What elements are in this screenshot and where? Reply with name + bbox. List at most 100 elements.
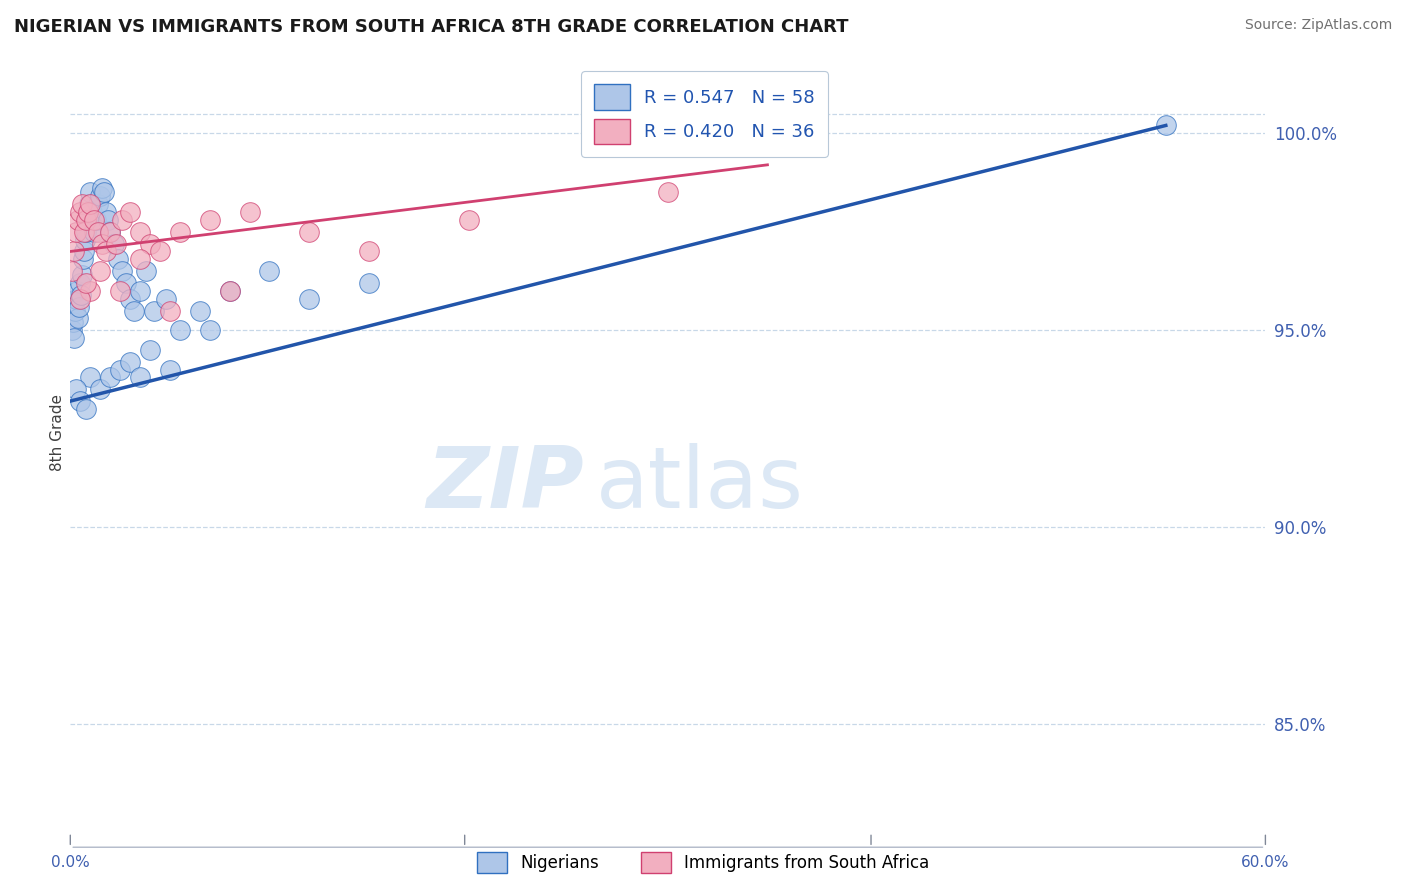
Point: [98, 370, 121, 384]
Point: [91, 181, 114, 195]
Point: [93, 186, 115, 200]
Point: [67, 213, 90, 227]
Point: [79, 186, 101, 200]
Point: [69, 205, 91, 219]
Point: [129, 225, 152, 239]
Point: [155, 292, 177, 306]
Point: [115, 276, 138, 290]
Point: [169, 225, 191, 239]
Point: [69, 394, 91, 409]
Point: [83, 225, 105, 239]
Point: [120, 292, 141, 306]
Point: [96, 205, 118, 219]
Point: [359, 244, 381, 259]
Point: [65, 225, 87, 239]
Point: [105, 236, 128, 251]
Text: 60.0%: 60.0%: [1241, 855, 1289, 870]
Point: [89, 382, 111, 396]
Text: Source: ZipAtlas.com: Source: ZipAtlas.com: [1244, 18, 1392, 32]
Point: [129, 370, 152, 384]
Y-axis label: 8th Grade: 8th Grade: [49, 394, 65, 471]
Point: [62, 315, 84, 329]
Point: [120, 205, 141, 219]
Point: [188, 303, 211, 318]
Point: [159, 303, 181, 318]
Point: [73, 225, 96, 239]
Point: [108, 362, 131, 376]
Point: [60, 264, 83, 278]
Point: [239, 205, 262, 219]
Point: [79, 370, 101, 384]
Point: [298, 292, 321, 306]
Point: [75, 225, 97, 239]
Point: [69, 276, 91, 290]
Point: [65, 382, 87, 396]
Point: [108, 284, 131, 298]
Point: [75, 276, 97, 290]
Point: [122, 303, 145, 318]
Point: [63, 244, 86, 259]
Point: [120, 355, 141, 369]
Point: [129, 284, 152, 298]
Point: [98, 225, 121, 239]
Text: ZIP: ZIP: [426, 443, 585, 526]
Point: [75, 402, 97, 417]
Point: [75, 213, 97, 227]
Point: [657, 186, 679, 200]
Point: [73, 244, 96, 259]
Point: [84, 213, 107, 227]
Point: [103, 236, 125, 251]
Point: [218, 284, 240, 298]
Point: [77, 197, 100, 211]
Point: [98, 225, 121, 239]
Point: [218, 284, 240, 298]
Point: [87, 225, 110, 239]
Point: [359, 276, 381, 290]
Text: 0.0%: 0.0%: [51, 855, 90, 870]
Point: [139, 343, 162, 357]
Point: [77, 205, 100, 219]
Point: [67, 311, 90, 326]
Point: [83, 213, 105, 227]
Point: [149, 244, 172, 259]
Point: [89, 189, 111, 203]
Legend: Nigerians, Immigrants from South Africa: Nigerians, Immigrants from South Africa: [470, 846, 936, 880]
Point: [77, 205, 100, 219]
Point: [66, 284, 89, 298]
Point: [198, 323, 221, 337]
Point: [76, 213, 98, 227]
Point: [72, 252, 94, 267]
Point: [143, 303, 166, 318]
Point: [60, 323, 83, 337]
Point: [70, 268, 93, 282]
Point: [97, 213, 120, 227]
Point: [198, 213, 221, 227]
Point: [69, 292, 91, 306]
Point: [1154, 119, 1177, 133]
Point: [79, 197, 101, 211]
Point: [67, 300, 90, 314]
Point: [298, 225, 321, 239]
Point: [139, 236, 162, 251]
Point: [82, 205, 104, 219]
Point: [111, 264, 134, 278]
Point: [63, 331, 86, 345]
Point: [70, 287, 93, 301]
Point: [159, 362, 181, 376]
Point: [75, 233, 97, 247]
Text: NIGERIAN VS IMMIGRANTS FROM SOUTH AFRICA 8TH GRADE CORRELATION CHART: NIGERIAN VS IMMIGRANTS FROM SOUTH AFRICA…: [14, 18, 849, 36]
Point: [65, 303, 87, 318]
Point: [65, 292, 87, 306]
Point: [129, 252, 152, 267]
Point: [79, 284, 101, 298]
Text: atlas: atlas: [596, 443, 804, 526]
Point: [87, 197, 110, 211]
Point: [259, 264, 281, 278]
Point: [169, 323, 191, 337]
Point: [70, 197, 93, 211]
Point: [96, 244, 118, 259]
Point: [457, 213, 479, 227]
Legend: R = 0.547   N = 58, R = 0.420   N = 36: R = 0.547 N = 58, R = 0.420 N = 36: [581, 71, 828, 157]
Point: [89, 264, 111, 278]
Point: [107, 252, 129, 267]
